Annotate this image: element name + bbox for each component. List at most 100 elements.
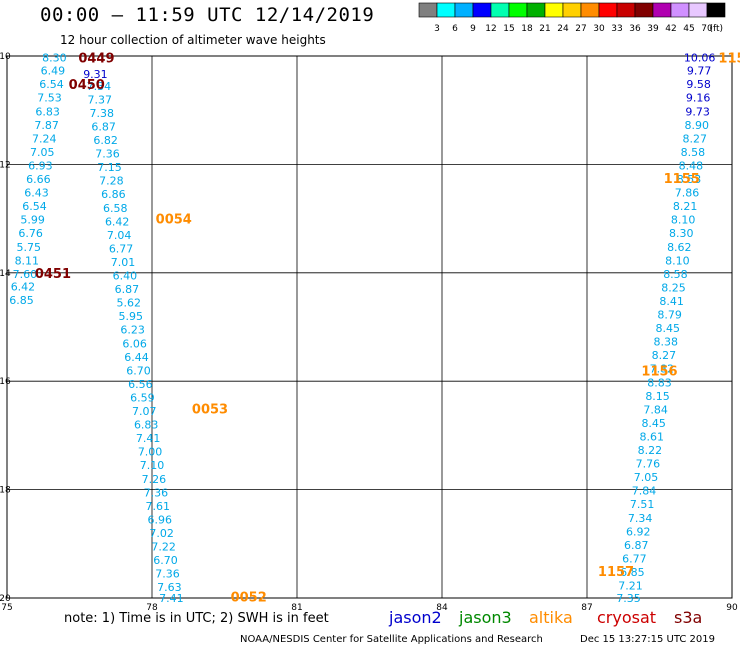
pass-time-label: 0451 [35,267,71,282]
wave-height-label: 6.83 [35,105,60,118]
wave-height-label: 7.51 [630,498,655,511]
colorbar-tick-label: 45 [683,24,694,34]
wave-height-label: 8.53 [677,173,702,186]
wave-height-label: 6.85 [620,566,645,579]
wave-height-label: 8.11 [15,254,40,267]
y-tick-label: 10 [0,52,11,62]
wave-height-label: 7.41 [159,592,184,605]
wave-height-label: 6.42 [105,215,130,228]
wave-height-label: 9.73 [685,105,710,118]
pass-time-label: 1155 [664,172,700,187]
x-tick-label: 87 [581,603,592,612]
wave-height-label: 8.83 [647,376,672,389]
wave-height-label: 9.58 [686,78,711,91]
wave-height-label: 8.58 [681,146,706,159]
wave-height-label: 7.22 [151,541,176,554]
wave-height-label: 7.76 [636,458,661,471]
wave-height-label: 6.43 [24,187,49,200]
wave-height-label: 8.62 [667,241,692,254]
colorbar-tick-label: 36 [629,24,641,34]
legend-jason2: jason2 [389,608,442,627]
wave-height-label: 6.77 [622,552,647,565]
wave-height-label: 5.75 [17,241,42,254]
chart-subtitle: 12 hour collection of altimeter wave hei… [60,33,326,47]
wave-height-label: 7.05 [30,146,55,159]
wave-height-label: 8.27 [683,132,708,145]
wave-height-label: 6.42 [11,280,36,293]
wave-height-label: 8.15 [645,390,670,403]
wave-height-label: 6.92 [626,525,651,538]
wave-height-label: 6.76 [18,227,43,240]
wave-height-label: 8.25 [661,281,686,294]
wave-height-label: 6.58 [103,202,128,215]
colorbar-tick-label: 9 [470,24,476,34]
wave-height-label: 8.30 [42,52,67,65]
wave-height-plot: 75 78 81 84 87 90 10 12 14 16 18 20 9.31 10.069.779.5… [0,52,740,612]
wave-height-label: 8.30 [669,227,694,240]
colorbar-tick-label: 24 [557,24,569,34]
footnote: note: 1) Time is in UTC; 2) SWH is in fe… [64,611,329,626]
colorbar-tick-label: 6 [452,24,458,34]
wave-height-label: 7.38 [89,107,114,120]
wave-height-label: 6.82 [93,134,118,147]
wave-height-label: 7.34 [628,512,653,525]
colorbar-tick-label: 70 [701,24,713,34]
wave-height-label: 8.38 [654,336,679,349]
x-tick-label: 78 [146,603,158,612]
wave-height-label: 7.34 [87,80,112,93]
wave-height-label: 7.07 [132,405,157,418]
wave-height-label: 6.87 [91,120,116,133]
y-tick-label: 14 [0,269,11,279]
wave-height-label: 6.77 [109,242,134,255]
colorbar-tick-label: 33 [611,24,622,34]
wave-height-label: 7.24 [32,132,57,145]
wave-height-label: 7.21 [618,580,643,593]
wave-height-label: 7.28 [99,175,124,188]
wave-height-label: 7.36 [155,568,180,581]
wave-height-label: 7.82 [650,363,675,376]
y-tick-label: 20 [0,594,11,604]
wave-height-label: 6.96 [147,513,172,526]
wave-height-label: 7.86 [675,187,700,200]
wave-height-label: 9.31 [83,68,108,81]
legend-altika: altika [529,608,573,627]
wave-height-label: 6.93 [28,159,53,172]
pass-time-label: 0449 [78,52,114,67]
wave-height-label: 6.54 [22,200,47,213]
colorbar-tick-label: 21 [539,24,550,34]
colorbar-tick-label: 18 [521,24,533,34]
wave-height-label: 6.40 [113,270,138,283]
colorbar-tick-label: 39 [647,24,659,34]
wave-height-label: 7.26 [142,473,167,486]
pass-time-label: 0053 [192,402,228,417]
series-s3a: 9.31 10.069.779.589.169.73 [83,52,715,119]
y-tick-label: 16 [0,377,11,387]
wave-height-label: 7.63 [157,581,182,594]
wave-height-label: 5.99 [20,214,45,227]
chart-title: 00:00 – 11:59 UTC 12/14/2019 [40,4,375,26]
wave-height-label: 7.36 [144,486,169,499]
wave-height-label: 5.95 [118,310,143,323]
pass-time-label: 0054 [156,213,192,228]
plot-frame [6,55,733,599]
wave-height-label: 8.10 [671,214,696,227]
wave-height-label: 8.48 [679,159,704,172]
pass-time-label: 0052 [231,590,267,605]
colorbar-tick-label: 3 [434,24,440,34]
wave-height-label: 10.06 [684,52,716,65]
legend-cryosat: cryosat [597,608,657,627]
wave-height-label: 7.84 [643,403,668,416]
wave-height-label: 6.06 [122,337,147,350]
wave-height-label: 7.35 [616,592,641,605]
wave-height-label: 7.15 [97,161,122,174]
x-tick-label: 75 [1,603,12,612]
wave-height-label: 8.27 [652,349,677,362]
wave-height-label: 6.86 [101,188,126,201]
wave-height-label: 8.21 [673,200,698,213]
colorbar-tick-label: 42 [665,24,676,34]
x-tick-label: 84 [436,603,448,612]
pass-time-label: 1157 [598,565,634,580]
wave-height-label: 7.53 [37,92,62,105]
colorbar-tick-label: 12 [485,24,496,34]
